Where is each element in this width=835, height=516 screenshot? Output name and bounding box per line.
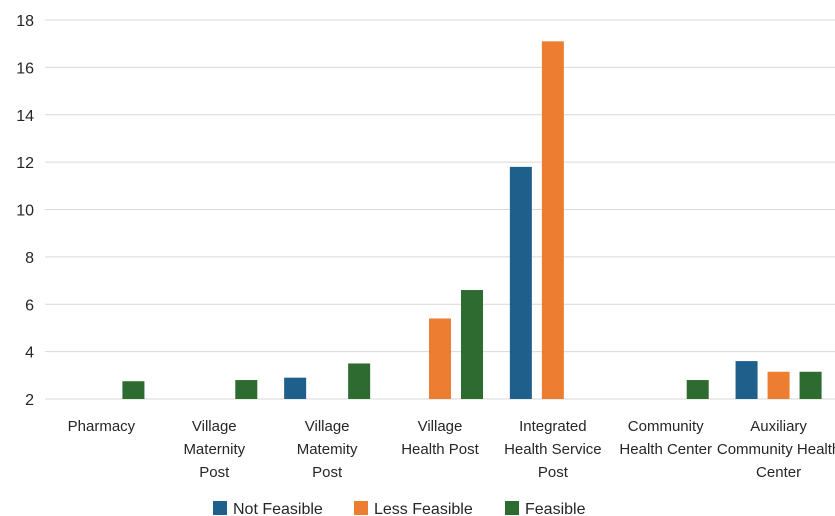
y-tick-label: 4: [25, 345, 34, 362]
x-category-label: Village Matemity Post: [297, 418, 358, 481]
y-tick-label: 18: [16, 13, 34, 30]
legend-label: Less Feasible: [374, 501, 473, 516]
x-category-label: Pharmacy: [68, 418, 136, 435]
y-tick-label: 10: [16, 203, 34, 220]
bar: [122, 381, 145, 399]
bar: [429, 318, 451, 399]
x-category-label: Village Maternity Post: [183, 418, 245, 481]
bars: [122, 41, 822, 399]
bar: [735, 361, 758, 399]
x-category-label: Auxiliary Community Health Center: [717, 418, 835, 481]
bar: [509, 166, 532, 399]
bar: [461, 290, 483, 399]
x-category-label: Community Health Center: [619, 418, 712, 458]
bar: [767, 371, 790, 399]
x-category-label: Village Health Post: [401, 418, 479, 458]
y-tick-label: 14: [16, 108, 34, 125]
bar: [348, 363, 371, 399]
legend-label: Not Feasible: [233, 501, 323, 516]
bar: [541, 41, 564, 399]
x-category-label: Integrated Health Service Post: [504, 418, 602, 481]
legend-swatch: [505, 501, 519, 515]
y-tick-label: 6: [25, 297, 34, 314]
bar: [799, 371, 822, 399]
legend-swatch: [354, 501, 368, 515]
legend-swatch: [213, 501, 227, 515]
bar: [284, 377, 307, 399]
gridlines: [45, 19, 835, 400]
y-tick-label: 12: [16, 155, 34, 172]
bar: [686, 380, 709, 399]
y-axis-ticks: 2 4 6 8 10 12 14 16 18: [16, 13, 34, 409]
y-tick-label: 8: [25, 250, 34, 267]
legend-label: Feasible: [525, 501, 586, 516]
y-tick-label: 2: [25, 392, 34, 409]
y-tick-label: 16: [16, 60, 34, 77]
bar: [235, 380, 258, 399]
x-axis-categories: Pharmacy Village Maternity Post Village Matem…: [68, 418, 835, 481]
legend: Not Feasible Less Feasible Feasible: [213, 501, 586, 516]
